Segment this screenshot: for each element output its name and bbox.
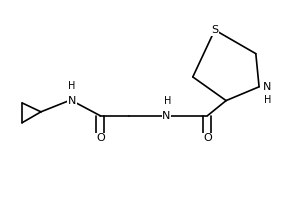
Text: N: N [162, 111, 170, 121]
Text: N: N [68, 96, 76, 106]
Text: S: S [211, 25, 218, 35]
Text: H: H [264, 95, 271, 105]
Text: O: O [96, 133, 105, 143]
Text: N: N [263, 82, 272, 92]
Text: H: H [68, 81, 76, 91]
Text: O: O [203, 133, 212, 143]
Text: H: H [164, 96, 172, 106]
